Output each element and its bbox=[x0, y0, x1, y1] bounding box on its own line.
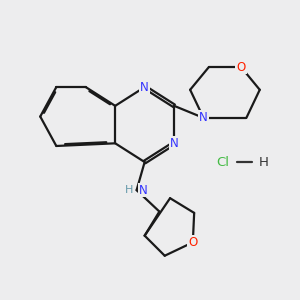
Text: O: O bbox=[188, 236, 197, 249]
Text: N: N bbox=[199, 111, 208, 124]
Text: O: O bbox=[236, 61, 246, 74]
Text: H: H bbox=[125, 185, 133, 195]
Text: Cl: Cl bbox=[216, 155, 229, 169]
Text: N: N bbox=[139, 184, 148, 197]
Text: N: N bbox=[140, 81, 149, 94]
Text: N: N bbox=[170, 137, 178, 150]
Text: H: H bbox=[259, 155, 269, 169]
